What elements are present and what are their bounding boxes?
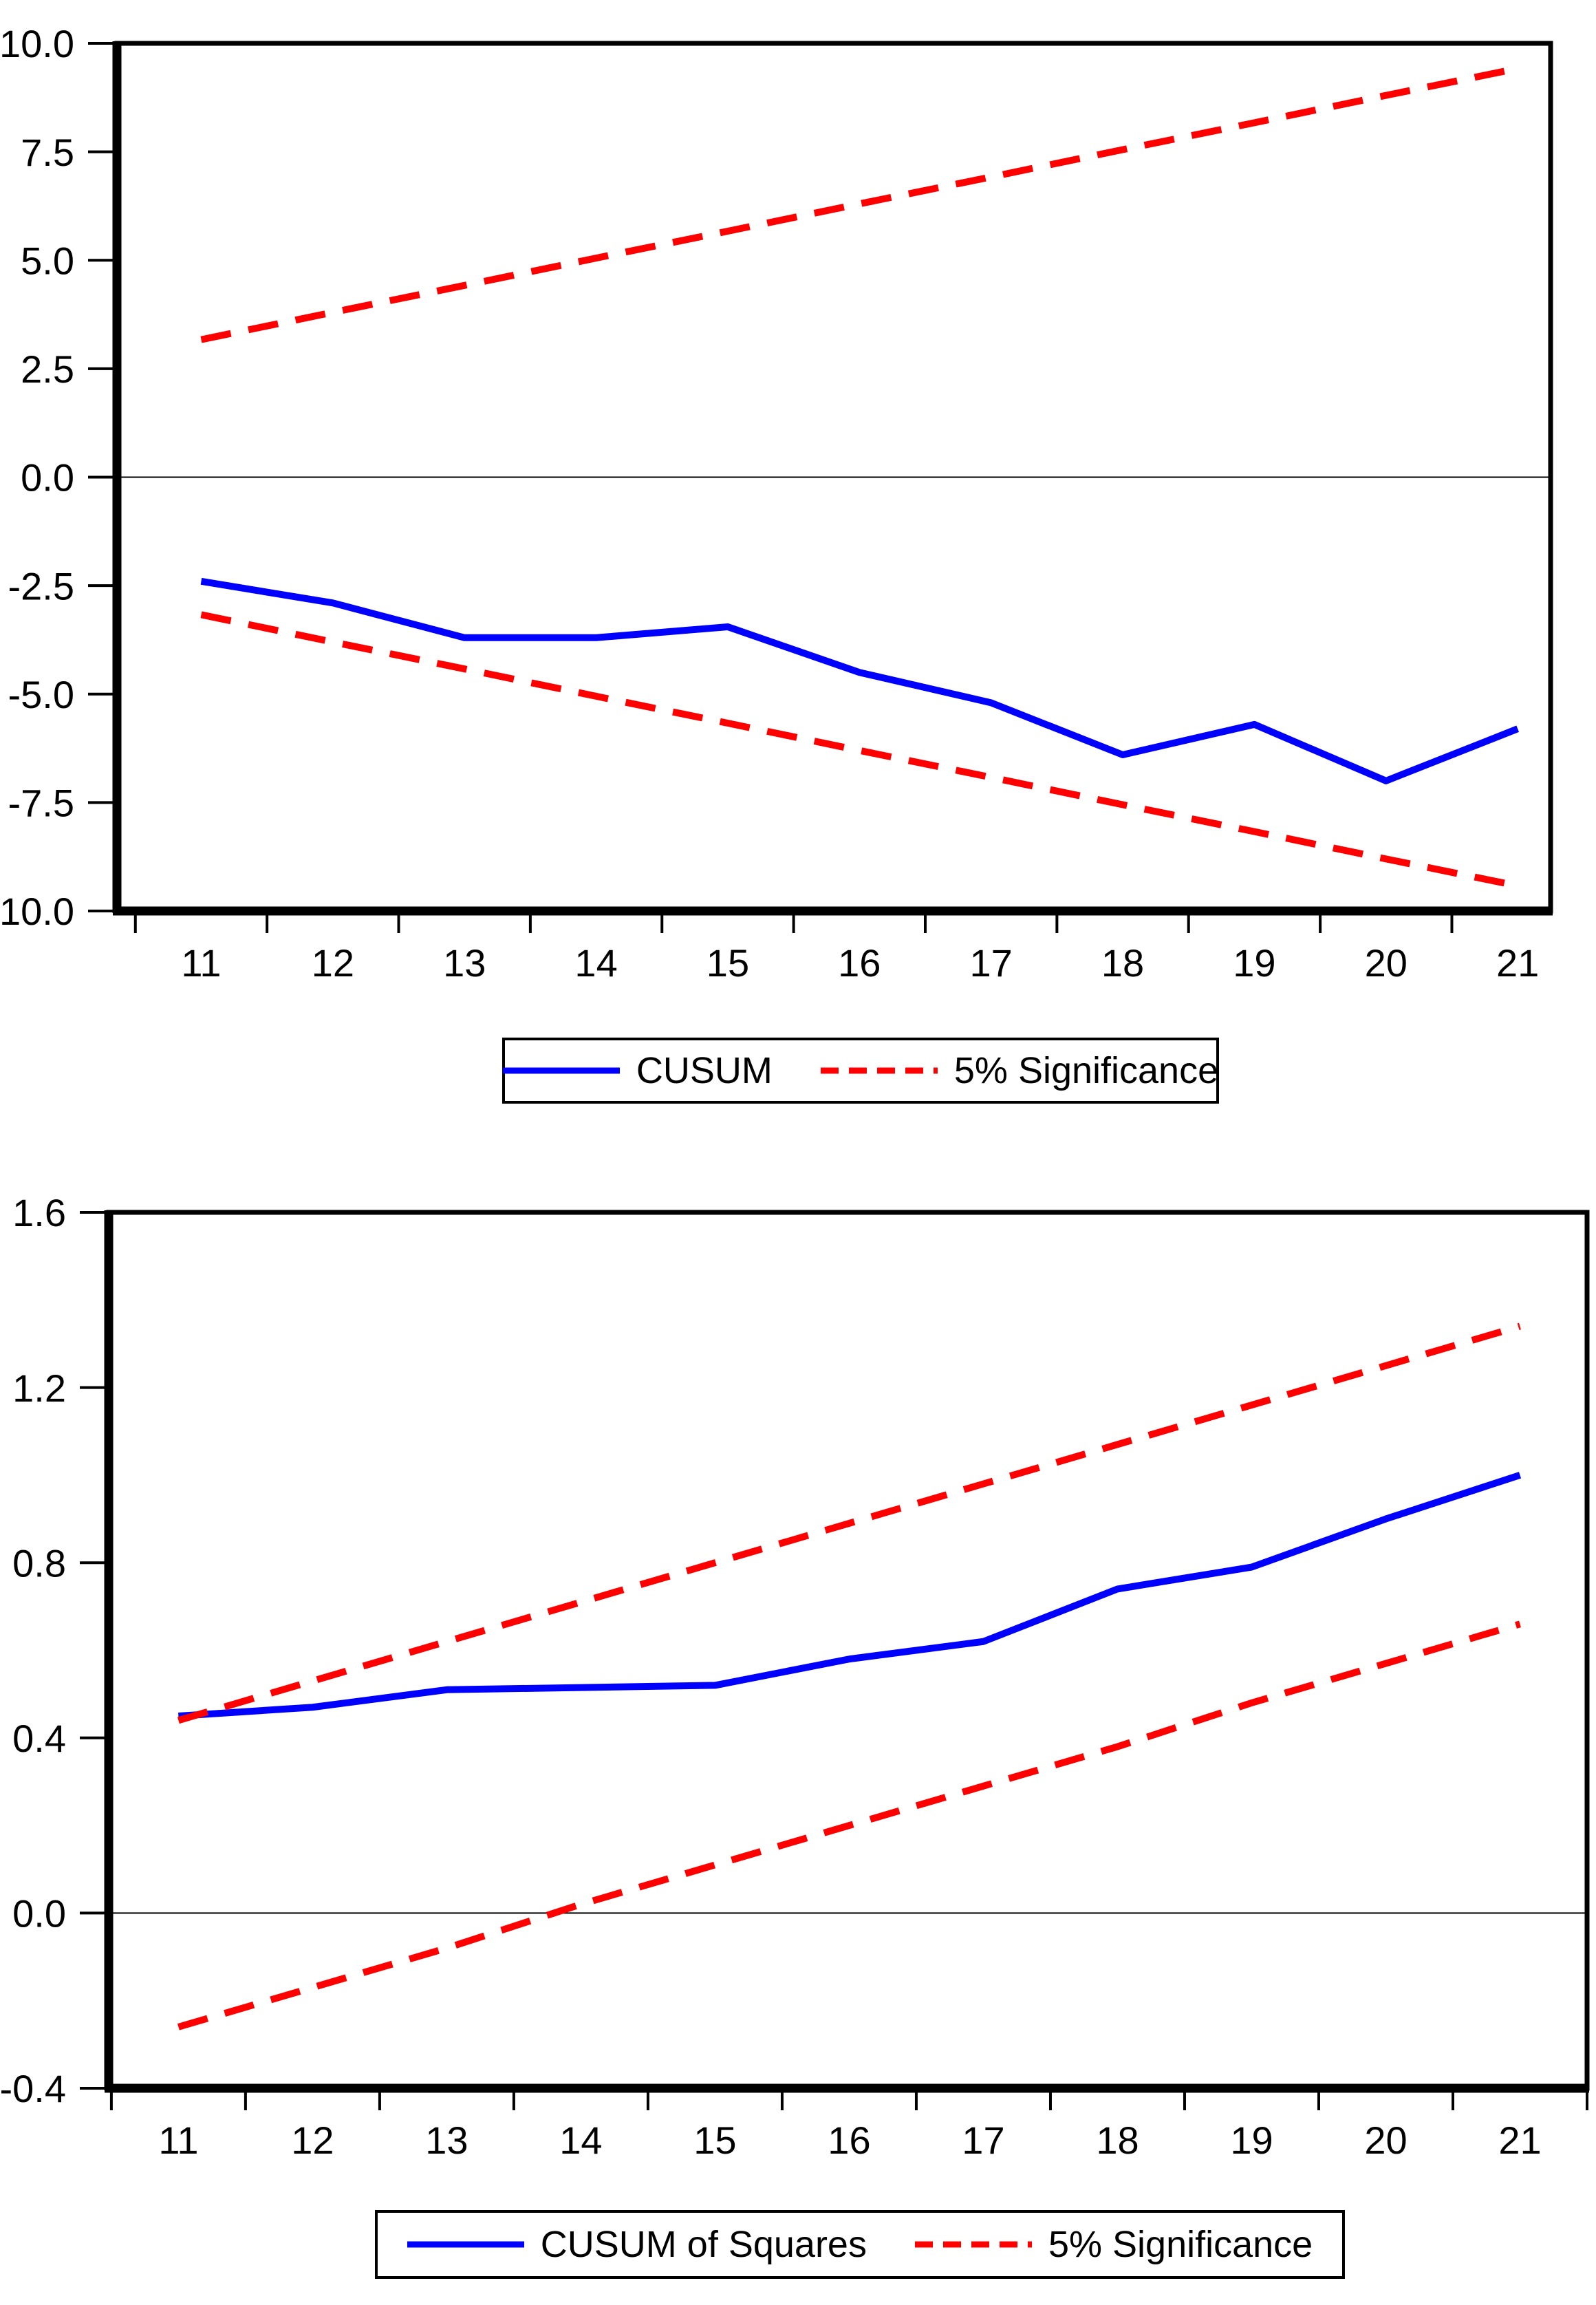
y-tick-label: -10.0 (0, 890, 74, 933)
x-tick-label: 11 (158, 2119, 198, 2162)
y-tick-label: 10.0 (0, 22, 74, 65)
x-tick-label: 18 (1096, 2119, 1139, 2162)
cusum-squares-chart: 1.6 1.2 0.8 0.4 0.0 -0.4 11 12 13 14 15 16 17 18 19 20 2… (0, 1170, 1596, 2174)
x-tick-label: 13 (425, 2119, 468, 2162)
cusum-chart-legend: CUSUM 5% Significance (502, 1038, 1219, 1104)
x-tick-label: 21 (1496, 941, 1539, 985)
x-tick-label: 20 (1364, 2119, 1407, 2162)
y-tick-label: -2.5 (8, 564, 75, 608)
y-tick-label: 1.2 (12, 1366, 66, 1410)
cusum-squares-chart-legend: CUSUM of Squares 5% Significance (375, 2210, 1345, 2279)
legend-label-significance: 5% Significance (953, 1050, 1219, 1091)
x-tick-label: 18 (1101, 941, 1144, 985)
y-tick-label: 0.4 (12, 1717, 66, 1760)
x-tick-label: 14 (559, 2119, 602, 2162)
x-tick-label: 17 (970, 941, 1013, 985)
y-tick-label: 2.5 (21, 347, 74, 391)
y-tick-label: 1.6 (12, 1191, 66, 1234)
y-tick-label: 5.0 (21, 239, 74, 282)
cusum-line (200, 577, 1519, 784)
y-tick-label: 0.8 (12, 1541, 66, 1585)
y-tick-label: 0.0 (21, 456, 74, 500)
cusum-squares-line-icon (407, 2241, 524, 2248)
x-tick-label: 12 (312, 941, 354, 985)
y-tick-label: -0.4 (0, 2067, 66, 2110)
x-tick-label: 16 (828, 2119, 870, 2162)
x-tick-label: 16 (838, 941, 881, 985)
legend-label-cusum: CUSUM (636, 1050, 773, 1091)
significance-line-icon (820, 1067, 938, 1074)
x-tick-label: 13 (443, 941, 486, 985)
5-significance-lower-line (200, 611, 1519, 890)
y-tick-label: -5.0 (8, 673, 75, 716)
cusum-line-icon (502, 1067, 620, 1074)
x-tick-label: 17 (962, 2119, 1004, 2162)
legend-label-cusum-squares: CUSUM of Squares (540, 2224, 867, 2265)
y-tick-label: 0.0 (12, 1892, 66, 1936)
x-tick-label: 20 (1365, 941, 1408, 985)
legend-item-significance-2: 5% Significance (914, 2223, 1313, 2266)
legend-item-cusum-squares: CUSUM of Squares (407, 2223, 867, 2266)
5-significance-lower-line (177, 1620, 1521, 2030)
x-tick-label: 15 (693, 2119, 736, 2162)
significance-line-icon-2 (914, 2241, 1032, 2248)
5-significance-upper-line (200, 65, 1519, 343)
x-tick-label: 12 (291, 2119, 334, 2162)
legend-item-significance: 5% Significance (820, 1049, 1219, 1092)
cusum-chart: 10.0 7.5 5.0 2.5 0.0 -2.5 -5.0 -7.5 -10.0 11 12 13 1… (0, 0, 1596, 1011)
x-tick-label: 14 (574, 941, 617, 985)
cusum-of-squares-line (178, 1472, 1522, 1719)
legend-label-significance-2: 5% Significance (1048, 2224, 1313, 2265)
x-tick-label: 19 (1233, 941, 1275, 985)
x-tick-label: 21 (1498, 2119, 1541, 2162)
plot-border (106, 1210, 1590, 2091)
legend-item-cusum: CUSUM (502, 1049, 773, 1092)
5-significance-upper-line (177, 1322, 1521, 1724)
cusum-squares-chart-svg: 1.6 1.2 0.8 0.4 0.0 -0.4 11 12 13 14 15 16 17 18 19 20 2… (0, 1191, 1590, 2162)
cusum-chart-svg: 10.0 7.5 5.0 2.5 0.0 -2.5 -5.0 -7.5 -10.0 11 12 13 1… (0, 22, 1553, 985)
x-tick-label: 19 (1230, 2119, 1273, 2162)
y-tick-label: -7.5 (8, 782, 75, 825)
y-tick-label: 7.5 (21, 131, 74, 174)
x-tick-label: 15 (707, 941, 749, 985)
x-tick-label: 11 (181, 941, 221, 985)
